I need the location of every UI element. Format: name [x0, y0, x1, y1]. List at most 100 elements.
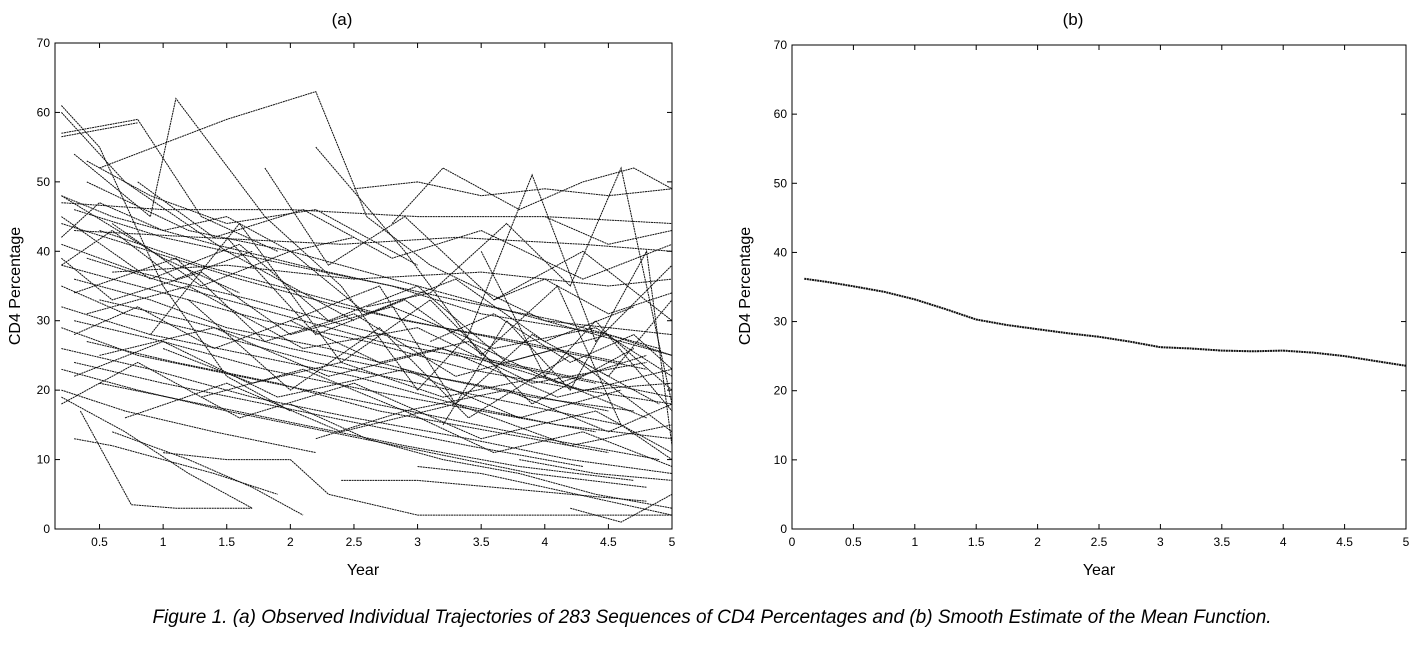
panel-b-ytick-label: 40	[774, 245, 788, 259]
panel-a-series-line	[86, 341, 609, 454]
panel-a-series-line	[315, 146, 673, 461]
panel-a-xtick-label: 5	[669, 535, 676, 549]
panel-a-series-line	[341, 479, 647, 502]
panel-b-title: (b)	[1063, 10, 1084, 29]
panel-a-ytick-label: 10	[37, 453, 51, 467]
panel-a-series-line	[99, 327, 673, 398]
panel-a-series-line	[124, 382, 673, 447]
panel-a-xtick-label: 3	[414, 535, 421, 549]
figure-caption: Figure 1. (a) Observed Individual Trajec…	[152, 607, 1272, 628]
panel-b-ytick-label: 30	[774, 315, 788, 329]
panel-a-series-line	[61, 257, 673, 377]
panel-a-yticks: 0 10 20 30 40 50 60 70	[37, 36, 672, 536]
panel-a-series-line	[61, 368, 647, 488]
panel-b-xtick-label: 3	[1157, 535, 1164, 549]
panel-a-series-line	[74, 230, 673, 252]
panel-b-ytick-label: 70	[774, 38, 788, 52]
panel-b-xtick-label: 2.5	[1091, 535, 1108, 549]
panel-b: (b) 0 0.5 1 1.5 2 2.5 3 3.5 4 4.5 5 0 10 20 30 40 50 60 7…	[737, 10, 1410, 579]
panel-a-ytick-label: 30	[37, 314, 51, 328]
panel-a-series-line	[188, 299, 673, 433]
panel-a-series-line	[315, 410, 673, 467]
panel-b-ytick-label: 0	[780, 522, 787, 536]
panel-a-series-line	[61, 195, 240, 294]
panel-b-frame	[791, 44, 1407, 530]
panel-b-ylabel: CD4 Percentage	[737, 227, 754, 345]
panel-a-lines	[61, 90, 673, 523]
panel-a-series-line	[61, 285, 622, 426]
panel-a-series-line	[86, 257, 596, 384]
panel-b-xtick-label: 3.5	[1213, 535, 1230, 549]
panel-b-ytick-label: 10	[774, 453, 788, 467]
panel-b-ytick-label: 20	[774, 384, 788, 398]
panel-a-xtick-label: 2	[287, 535, 294, 549]
panel-a-series-line	[480, 251, 673, 412]
panel-a-title: (a)	[332, 10, 353, 29]
panel-a-series-line	[544, 216, 673, 245]
panel-a-xtick-label: 4	[541, 535, 548, 549]
panel-a-series-line	[74, 438, 278, 495]
panel-a-ytick-label: 40	[37, 244, 51, 258]
panel-a-series-line	[430, 313, 673, 370]
figure: (a) 0.5 1 1.5 2 2.5 3 3.5 4 4.5 5 010203040506070…	[7, 10, 1410, 579]
panel-a-series-line	[86, 181, 673, 336]
panel-a-series-line	[61, 105, 291, 412]
panel-a-series-line	[519, 459, 673, 481]
panel-a-series-line	[61, 264, 673, 405]
panel-b-ytick-label: 50	[774, 176, 788, 190]
panel-b-xtick-label: 4	[1280, 535, 1287, 549]
panel-a-frame	[54, 42, 673, 530]
panel-a-series-line	[353, 181, 673, 197]
panel-a-ytick-label: 70	[37, 36, 51, 50]
panel-b-xticks: 0 0.5 1 1.5 2 2.5 3 3.5 4 4.5 5	[789, 45, 1410, 549]
panel-a-series-line	[112, 431, 304, 516]
panel-a-xtick-label: 1.5	[218, 535, 235, 549]
panel-a-series-line	[61, 389, 316, 454]
panel-a-series-line	[61, 223, 647, 370]
panel-b-yticks: 0 10 20 30 40 50 60 70	[774, 38, 1406, 536]
panel-a-xtick-label: 3.5	[473, 535, 490, 549]
panel-a-series-line	[111, 223, 634, 343]
panel-a-xtick-label: 1	[160, 535, 167, 549]
panel-a-series-line	[137, 181, 673, 280]
panel-b-ytick-label: 60	[774, 107, 788, 121]
panel-a-series-line	[61, 118, 278, 252]
panel-a-series-line	[112, 264, 673, 287]
panel-b-lines	[804, 277, 1407, 367]
panel-a-series-line	[61, 396, 253, 509]
panel-a-series-line	[162, 348, 647, 419]
panel-a-series-line	[99, 90, 673, 356]
panel-a-ytick-label: 20	[37, 383, 51, 397]
panel-b-xtick-label: 1.5	[968, 535, 985, 549]
panel-a-series-line	[163, 452, 672, 516]
panel-a-series-line	[61, 112, 355, 322]
panel-b-series-line	[804, 277, 1407, 367]
panel-a-series-line	[73, 278, 634, 412]
panel-a-ylabel: CD4 Percentage	[7, 227, 24, 345]
panel-a-xtick-label: 0.5	[91, 535, 108, 549]
panel-a-series-line	[99, 230, 622, 363]
panel-a-xtick-label: 2.5	[346, 535, 363, 549]
panel-a-series-line	[61, 348, 673, 474]
panel-a-xlabel: Year	[347, 562, 380, 579]
panel-b-xtick-label: 4.5	[1336, 535, 1353, 549]
panel-a-series-line	[86, 160, 418, 266]
panel-a-ytick-label: 50	[37, 175, 51, 189]
panel-b-xlabel: Year	[1083, 562, 1116, 579]
panel-b-xtick-label: 0.5	[845, 535, 862, 549]
panel-a-series-line	[61, 327, 660, 461]
panel-a-series-line	[61, 195, 660, 349]
panel-a-series-line	[61, 361, 673, 454]
panel-a-series-line	[73, 320, 596, 433]
panel-a-series-line	[264, 167, 673, 322]
panel-a-series-line	[417, 466, 673, 516]
panel-a-series-line	[73, 257, 660, 405]
panel-a-series-line	[442, 249, 673, 446]
panel-a-series-line	[493, 278, 673, 315]
panel-a-series-line	[61, 216, 673, 391]
panel-a-series-line	[86, 285, 647, 384]
panel-a-ytick-label: 0	[43, 522, 50, 536]
panel-b-xtick-label: 1	[911, 535, 918, 549]
panel-a-series-line	[417, 173, 673, 391]
panel-a-series-line	[73, 97, 419, 391]
